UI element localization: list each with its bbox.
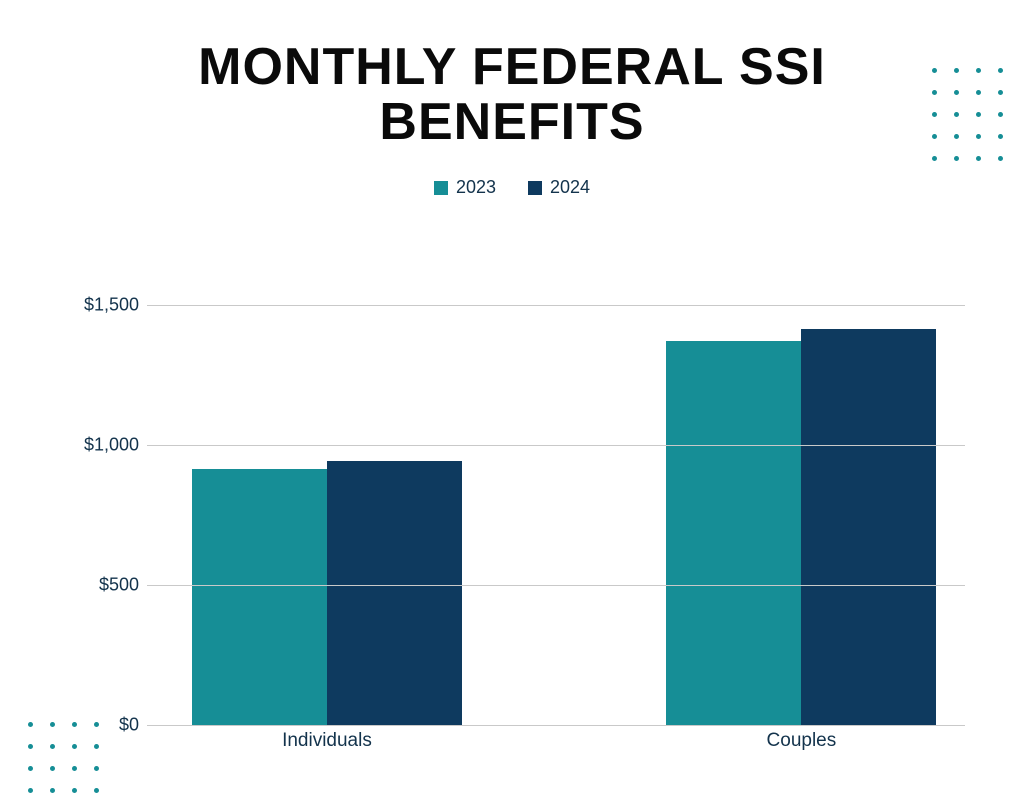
bar <box>666 341 801 725</box>
y-tick-label: $500 <box>99 575 139 596</box>
gridline <box>147 725 965 726</box>
bar <box>192 469 327 725</box>
decorative-dot <box>932 134 937 139</box>
decorative-dot <box>72 722 77 727</box>
decorative-dot <box>28 722 33 727</box>
chart-title: MONTHLY FEDERAL SSI BENEFITS <box>162 40 862 149</box>
gridline <box>147 305 965 306</box>
chart-area: $0$500$1,000$1,500 <box>75 305 965 725</box>
legend-label: 2024 <box>550 177 590 198</box>
decorative-dot <box>954 156 959 161</box>
decorative-dot <box>932 112 937 117</box>
decorative-dot <box>72 788 77 793</box>
y-tick-label: $1,500 <box>84 295 139 316</box>
decorative-dot <box>50 722 55 727</box>
decorative-dot <box>998 68 1003 73</box>
decorative-dot <box>976 90 981 95</box>
bars-layer <box>147 305 965 725</box>
decorative-dot <box>998 156 1003 161</box>
decorative-dot <box>954 68 959 73</box>
decorative-dot <box>932 68 937 73</box>
decorative-dot <box>72 744 77 749</box>
legend-swatch <box>528 181 542 195</box>
decorative-dot <box>28 744 33 749</box>
decorative-dot <box>94 788 99 793</box>
decorative-dot <box>28 788 33 793</box>
decorative-dot <box>28 766 33 771</box>
y-tick-label: $1,000 <box>84 435 139 456</box>
x-category-label: Couples <box>767 730 837 752</box>
decorative-dot <box>954 112 959 117</box>
legend-label: 2023 <box>456 177 496 198</box>
decorative-dots-top-right <box>932 68 1003 161</box>
decorative-dot <box>976 68 981 73</box>
decorative-dot <box>954 90 959 95</box>
y-axis: $0$500$1,000$1,500 <box>75 305 147 725</box>
decorative-dot <box>976 134 981 139</box>
decorative-dot <box>998 112 1003 117</box>
x-category-label: Individuals <box>282 730 372 752</box>
decorative-dot <box>72 766 77 771</box>
decorative-dot <box>50 766 55 771</box>
decorative-dot <box>998 90 1003 95</box>
decorative-dot <box>998 134 1003 139</box>
decorative-dot <box>954 134 959 139</box>
gridline <box>147 445 965 446</box>
decorative-dot <box>50 788 55 793</box>
plot-area <box>147 305 965 725</box>
y-tick-label: $0 <box>119 715 139 736</box>
legend-swatch <box>434 181 448 195</box>
decorative-dot <box>50 744 55 749</box>
bar <box>327 461 462 725</box>
decorative-dot <box>976 112 981 117</box>
decorative-dot <box>932 156 937 161</box>
decorative-dots-bottom-left <box>28 722 99 793</box>
decorative-dot <box>932 90 937 95</box>
legend-item: 2024 <box>528 177 590 198</box>
gridline <box>147 585 965 586</box>
decorative-dot <box>94 766 99 771</box>
legend: 2023 2024 <box>0 177 1024 198</box>
bar <box>801 329 936 725</box>
decorative-dot <box>94 722 99 727</box>
legend-item: 2023 <box>434 177 496 198</box>
decorative-dot <box>94 744 99 749</box>
decorative-dot <box>976 156 981 161</box>
